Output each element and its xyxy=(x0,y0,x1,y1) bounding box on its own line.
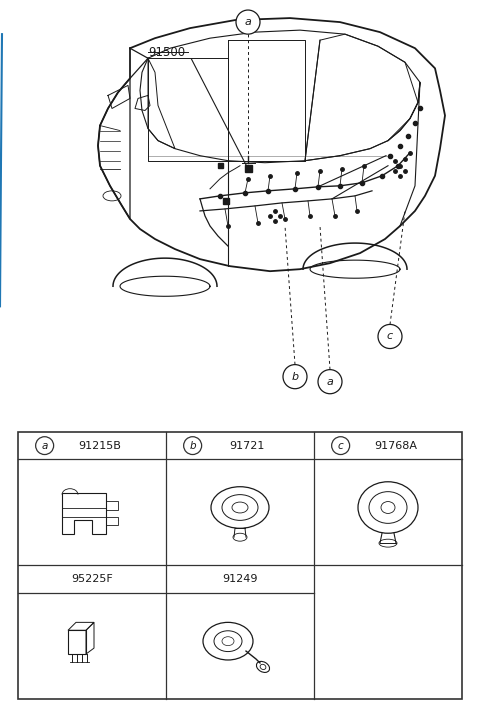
Circle shape xyxy=(283,364,307,389)
Bar xyxy=(217,163,223,168)
Bar xyxy=(68,630,86,654)
Text: 91249: 91249 xyxy=(222,574,258,584)
Bar xyxy=(106,518,118,525)
Text: 91500: 91500 xyxy=(148,45,185,59)
Circle shape xyxy=(184,437,202,454)
Text: c: c xyxy=(387,332,393,342)
Circle shape xyxy=(332,437,349,454)
Text: 91215B: 91215B xyxy=(78,440,121,451)
Text: a: a xyxy=(245,17,252,27)
Text: b: b xyxy=(189,440,196,451)
Text: 95225F: 95225F xyxy=(71,574,113,584)
Circle shape xyxy=(36,437,54,454)
Circle shape xyxy=(318,369,342,393)
Text: c: c xyxy=(338,440,344,451)
Circle shape xyxy=(378,325,402,349)
Text: a: a xyxy=(326,376,334,386)
Bar xyxy=(244,165,252,172)
Text: 91768A: 91768A xyxy=(374,440,417,451)
Bar xyxy=(223,198,229,204)
Text: b: b xyxy=(291,372,299,381)
Bar xyxy=(106,501,118,510)
Text: a: a xyxy=(41,440,48,451)
Circle shape xyxy=(236,10,260,34)
Text: 91721: 91721 xyxy=(230,440,265,451)
